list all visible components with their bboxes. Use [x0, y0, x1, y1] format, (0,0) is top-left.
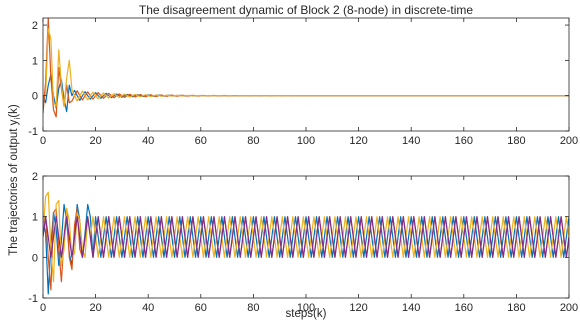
- x-tick-label: 40: [142, 135, 154, 147]
- top-series-layer: [43, 18, 569, 118]
- y-tick-label: 2: [32, 20, 38, 32]
- bottom-series-layer: [43, 191, 569, 295]
- x-tick-label: 0: [40, 135, 46, 147]
- x-tick-label: 60: [195, 302, 207, 314]
- x-tick-label: 120: [349, 135, 367, 147]
- x-tick-label: 100: [297, 135, 315, 147]
- y-tick-label: -1: [28, 293, 38, 305]
- x-tick-label: 140: [402, 302, 420, 314]
- x-tick-label: 180: [507, 302, 525, 314]
- x-tick-label: 100: [297, 302, 315, 314]
- x-tick-label: 80: [247, 135, 259, 147]
- bottom-plot-frame: [42, 175, 570, 299]
- y-tick-label: 1: [32, 55, 38, 67]
- chart-title: The disagreement dynamic of Block 2 (8-n…: [139, 3, 473, 17]
- x-tick-label: 140: [402, 135, 420, 147]
- top-panel: The disagreement dynamic of Block 2 (8-n…: [28, 3, 578, 147]
- series-line-1: [43, 203, 569, 295]
- series-line-3: [43, 27, 569, 107]
- series-line-4: [43, 216, 569, 258]
- x-tick-label: 200: [560, 302, 578, 314]
- x-tick-label: 200: [560, 135, 578, 147]
- x-tick-label: 60: [195, 135, 207, 147]
- y-tick-label: 0: [32, 252, 38, 264]
- x-axis-label: steps(k): [286, 308, 327, 320]
- y-tick-label: 2: [32, 171, 38, 183]
- x-tick-label: 20: [89, 302, 101, 314]
- y-tick-label: 0: [32, 91, 38, 103]
- y-tick-label: -1: [28, 126, 38, 138]
- top-plot-frame: [42, 17, 570, 132]
- x-tick-label: 80: [247, 302, 259, 314]
- x-tick-label: 160: [455, 302, 473, 314]
- x-tick-label: 120: [349, 302, 367, 314]
- y-axis-label: The trajectories of output yi(k): [8, 104, 22, 256]
- x-tick-label: 180: [507, 135, 525, 147]
- x-tick-label: 0: [40, 302, 46, 314]
- series-line-1: [43, 73, 569, 113]
- series-line-2: [43, 18, 569, 118]
- x-tick-label: 20: [89, 135, 101, 147]
- y-tick-label: 1: [32, 212, 38, 224]
- x-tick-label: 160: [455, 135, 473, 147]
- x-tick-label: 40: [142, 302, 154, 314]
